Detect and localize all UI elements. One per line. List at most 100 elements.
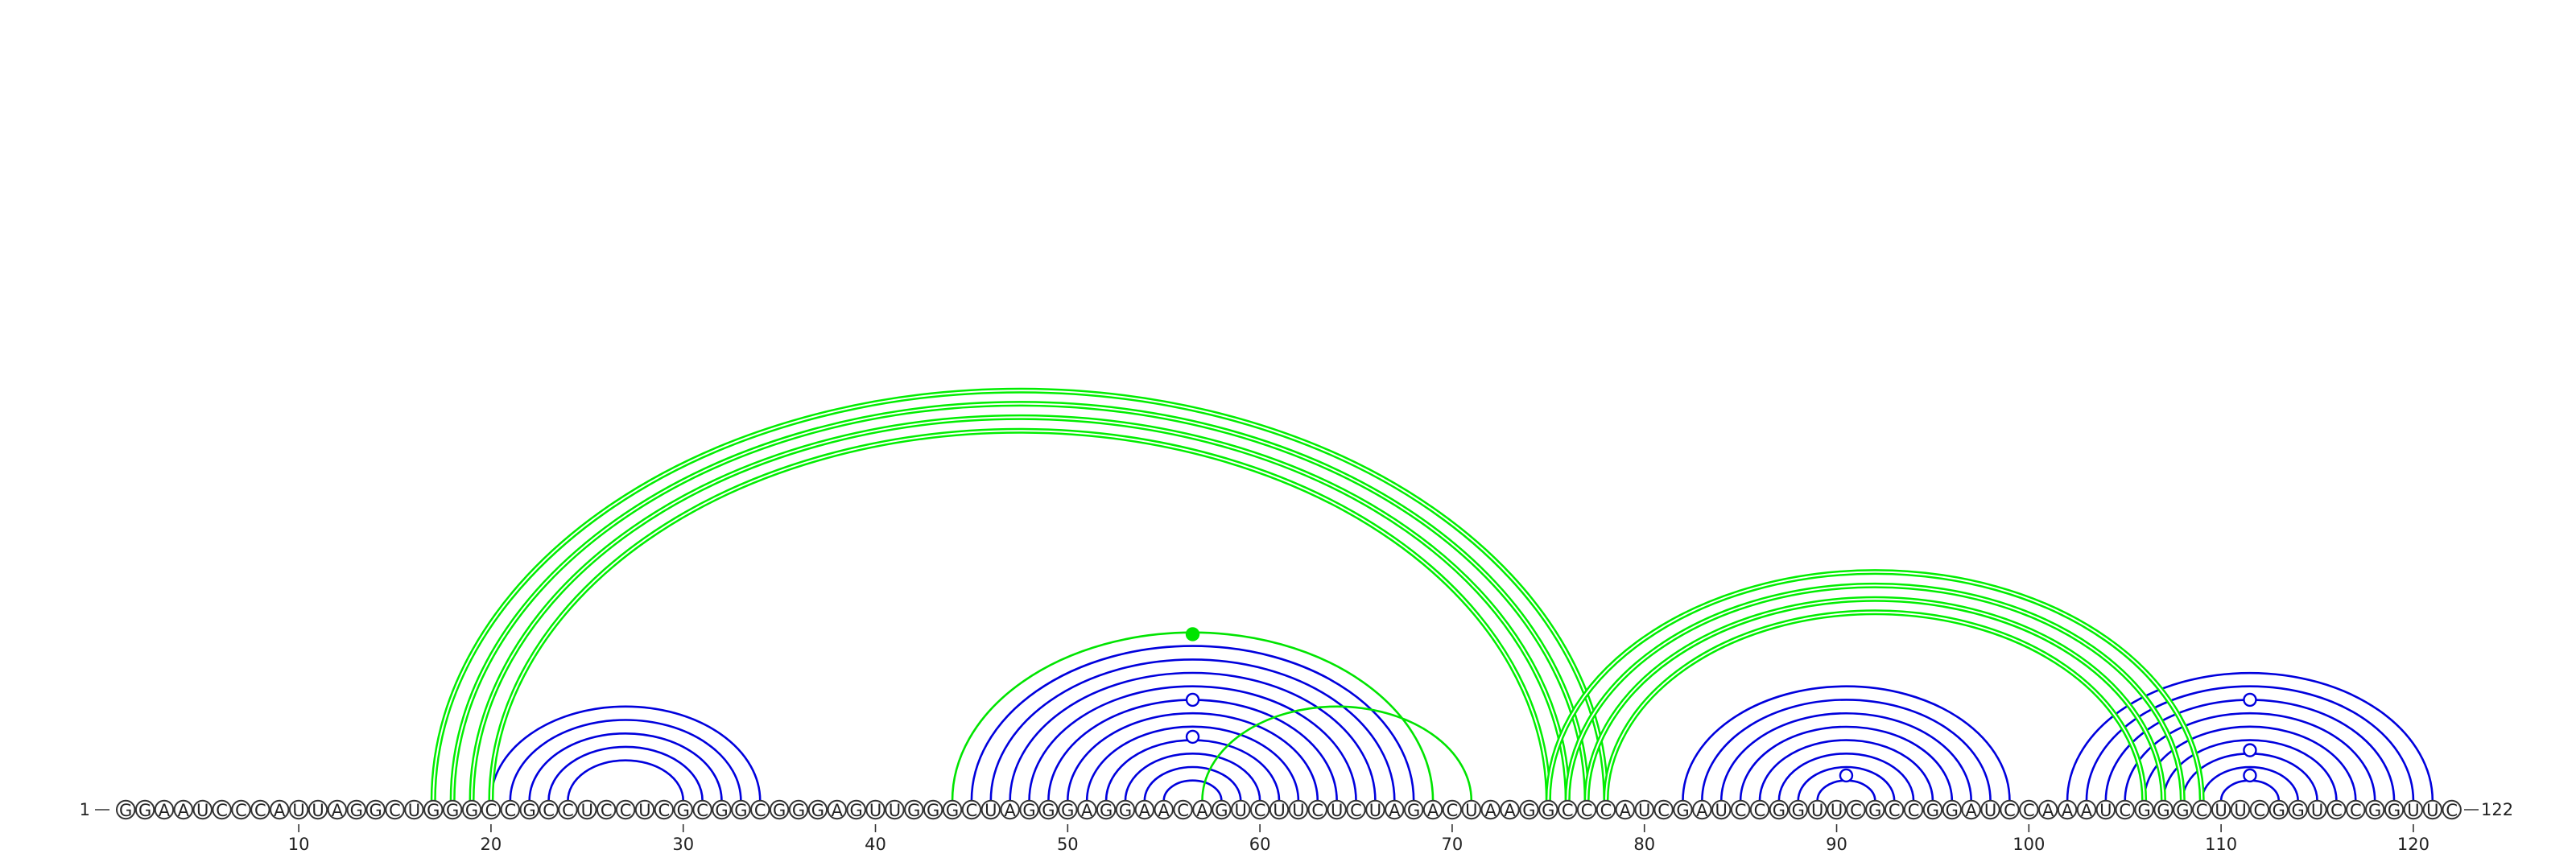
nucleotide-letter: U	[408, 801, 420, 820]
nucleotide-circle	[1961, 799, 1981, 820]
nucleotide-circle	[1077, 799, 1097, 820]
nucleotide: G	[2173, 799, 2193, 820]
nucleotide-letter: G	[1542, 801, 1554, 820]
arc-pair-51-62	[1085, 725, 1300, 801]
arc-pair-17-78-gap	[432, 389, 1607, 801]
tick-label: 110	[2205, 835, 2237, 854]
nucleotide-letter: A	[178, 801, 190, 820]
nucleotide-letter: U	[1465, 801, 1477, 820]
arc-pair-83-98	[1701, 699, 1992, 801]
nucleotide-letter: C	[1889, 801, 1901, 820]
nucleotide-letter: G	[350, 801, 363, 820]
nucleotide: U	[1327, 799, 1347, 820]
nucleotide-letter: G	[1792, 801, 1805, 820]
nucleotide-letter: G	[715, 801, 728, 820]
nucleotide-letter: G	[734, 801, 747, 820]
nucleotide-circle	[404, 799, 424, 820]
nucleotide-circle	[769, 799, 790, 820]
nucleotide: G	[1673, 799, 1693, 820]
nucleotide-circle	[904, 799, 924, 820]
arc-pair-77-107	[1583, 596, 2166, 801]
arc-pair-84-97	[1719, 712, 1972, 801]
nucleotide-circle	[2192, 799, 2212, 820]
nucleotide: C	[231, 799, 251, 820]
nucleotide: U	[1461, 799, 1482, 820]
arc-pair-88-93	[1797, 765, 1896, 801]
nucleotide-letter: G	[2157, 801, 2169, 820]
nucleotide-letter: A	[1427, 801, 1439, 820]
nucleotide-letter: G	[927, 801, 939, 820]
nucleotide: C	[250, 799, 270, 820]
nucleotide: U	[980, 799, 1001, 820]
arc-pair-87-94	[1777, 753, 1915, 801]
nucleotide: U	[577, 799, 597, 820]
nucleotide: C	[1346, 799, 1366, 820]
nucleotide-circle	[558, 799, 578, 820]
nucleotide: U	[2230, 799, 2251, 820]
nucleotide-circle	[1000, 799, 1020, 820]
arc-pair-55-58	[1162, 779, 1223, 801]
nucleotide-circle	[365, 799, 386, 820]
nucleotide-circle	[1653, 799, 1674, 820]
nucleotide-circle	[1480, 799, 1501, 820]
nucleotide: A	[1500, 799, 1520, 820]
position-ticks: 10 20 30 40 50 60 70 80 90 100 110 120	[288, 824, 2429, 854]
nucleotide: C	[1576, 799, 1597, 820]
nucleotide-letter: G	[1868, 801, 1881, 820]
nucleotide-circle	[1115, 799, 1136, 820]
nucleotide-circle	[1422, 799, 1443, 820]
nucleotide-circle	[2153, 799, 2174, 820]
tick-label: 50	[1057, 835, 1079, 854]
nucleotide: C	[2442, 799, 2462, 820]
nucleotide-circle	[1711, 799, 1732, 820]
nucleotide-letter: C	[2350, 801, 2362, 820]
nucleotide: G	[2384, 799, 2405, 820]
nucleotide: U	[1231, 799, 1251, 820]
arc-pair-102-121	[2066, 671, 2434, 801]
nucleotide: U	[1634, 799, 1654, 820]
tick-label: 80	[1633, 835, 1655, 854]
nucleotide: C	[2019, 799, 2039, 820]
nucleotide: G	[1096, 799, 1117, 820]
nucleotide-letter: A	[2081, 801, 2093, 820]
nucleotide-circle	[1922, 799, 1943, 820]
nucleotide: G	[923, 799, 943, 820]
arc-pair-76-108	[1564, 582, 2186, 801]
arc-pair-52-61	[1104, 739, 1281, 801]
nucleotide-circle	[192, 799, 213, 820]
nucleotide-circle	[2326, 799, 2347, 820]
nucleotide: U	[2211, 799, 2231, 820]
nucleotide-letter: A	[2042, 801, 2054, 820]
nucleotide-circle	[212, 799, 232, 820]
arc-pair-46-67	[989, 658, 1396, 801]
arc-pair-48-65	[1028, 685, 1357, 801]
open-marker	[2243, 768, 2257, 783]
nucleotide-letter: U	[292, 801, 304, 820]
tick-label: 90	[1826, 835, 1847, 854]
nucleotide-circle	[1730, 799, 1751, 820]
nucleotide-letter: U	[1831, 801, 1843, 820]
nucleotide: G	[1788, 799, 1808, 820]
nucleotide-circle	[1807, 799, 1827, 820]
nucleotide: G	[846, 799, 866, 820]
arc-pair-54-59	[1143, 765, 1242, 801]
nucleotide-letter: G	[119, 801, 132, 820]
nucleotide: C	[1846, 799, 1866, 820]
nucleotide: G	[365, 799, 386, 820]
nucleotide-letter: C	[485, 801, 497, 820]
arc-pair-78-106	[1603, 609, 2148, 801]
tick-label: 40	[865, 835, 886, 854]
nucleotide: U	[1288, 799, 1309, 820]
arc-pair-77-107-gap	[1586, 598, 2165, 801]
nucleotide-circle	[1403, 799, 1424, 820]
nucleotide: C	[961, 799, 982, 820]
nucleotide-circle	[712, 799, 732, 820]
nucleotide-letter: A	[274, 801, 286, 820]
nucleotide: U	[2095, 799, 2116, 820]
nucleotide: G	[1019, 799, 1039, 820]
nucleotide: C	[1903, 799, 1924, 820]
nucleotide-letter: G	[1676, 801, 1689, 820]
nucleotide: A	[1385, 799, 1405, 820]
nucleotide-circle	[423, 799, 444, 820]
nucleotide-circle	[1269, 799, 1290, 820]
